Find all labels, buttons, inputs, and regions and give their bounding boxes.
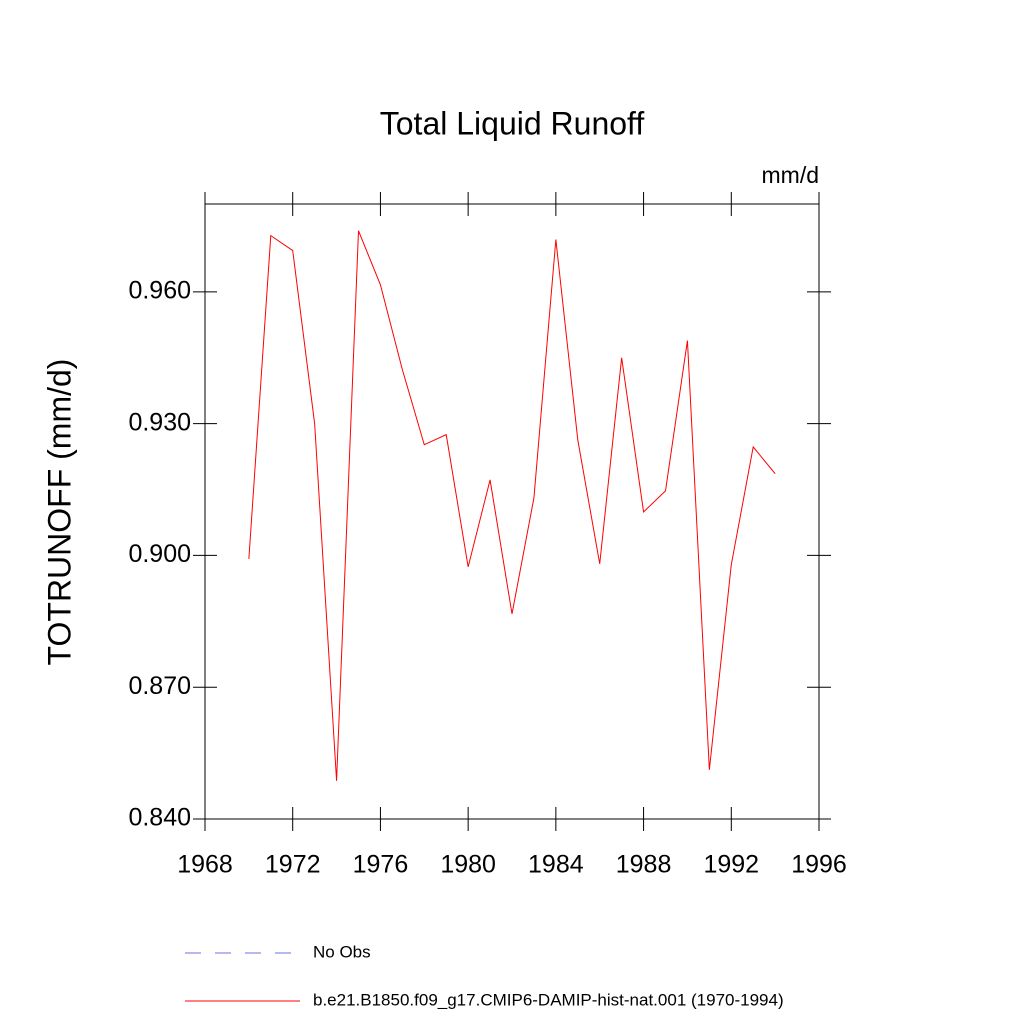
x-tick-label: 1992: [703, 851, 759, 879]
x-tick-label: 1968: [177, 851, 233, 879]
chart-title: Total Liquid Runoff: [380, 105, 645, 141]
data-line: [248, 230, 776, 781]
x-tick-label: 1972: [265, 851, 321, 879]
legend-label: b.e21.B1850.f09_g17.CMIP6-DAMIP-hist-nat…: [313, 990, 784, 1009]
y-tick-label: 0.870: [128, 672, 191, 700]
plot-frame: [204, 203, 820, 820]
x-tick-label: 1976: [353, 851, 409, 879]
x-tick-label: 1980: [440, 851, 496, 879]
y-tick-label: 0.930: [128, 408, 191, 436]
y-tick-label: 0.900: [128, 540, 191, 568]
y-axis-label: TOTRUNOFF (mm/d): [41, 359, 77, 666]
y-tick-label: 0.960: [128, 276, 191, 304]
x-tick-label: 1996: [791, 851, 847, 879]
x-tick-label: 1988: [616, 851, 672, 879]
units-label: mm/d: [762, 162, 820, 188]
x-tick-label: 1984: [528, 851, 584, 879]
y-tick-label: 0.840: [128, 804, 191, 832]
legend-label: No Obs: [313, 942, 371, 961]
